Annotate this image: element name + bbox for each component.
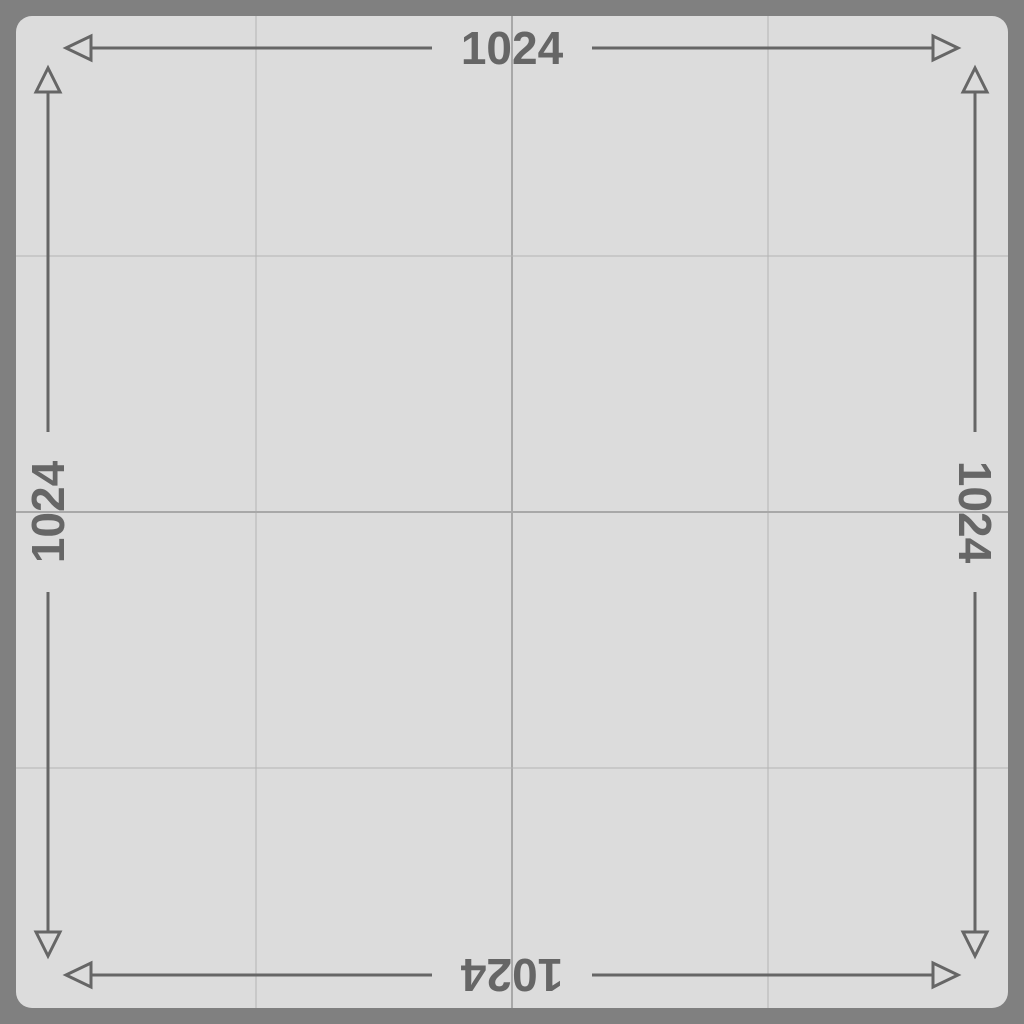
open-triangle-arrowhead-icon <box>931 33 962 63</box>
open-triangle-arrowhead-icon <box>931 960 962 990</box>
grid-lines <box>16 16 1008 1008</box>
open-triangle-arrowhead-icon <box>960 930 990 960</box>
right-dimension-arrow <box>960 64 990 960</box>
open-triangle-arrowhead-icon <box>960 64 990 94</box>
top-dimension-arrow <box>62 33 962 63</box>
open-triangle-arrowhead-icon <box>33 930 63 960</box>
left-dimension-arrow <box>33 64 63 960</box>
open-triangle-arrowhead-icon <box>62 960 93 990</box>
right-dimension-label: 1024 <box>949 461 1001 564</box>
top-dimension-label: 1024 <box>461 22 564 74</box>
bottom-dimension-label: 1024 <box>460 949 563 1001</box>
open-triangle-arrowhead-icon <box>62 33 93 63</box>
left-dimension-label: 1024 <box>22 460 74 563</box>
bottom-dimension-arrow <box>62 960 962 990</box>
open-triangle-arrowhead-icon <box>33 64 63 94</box>
